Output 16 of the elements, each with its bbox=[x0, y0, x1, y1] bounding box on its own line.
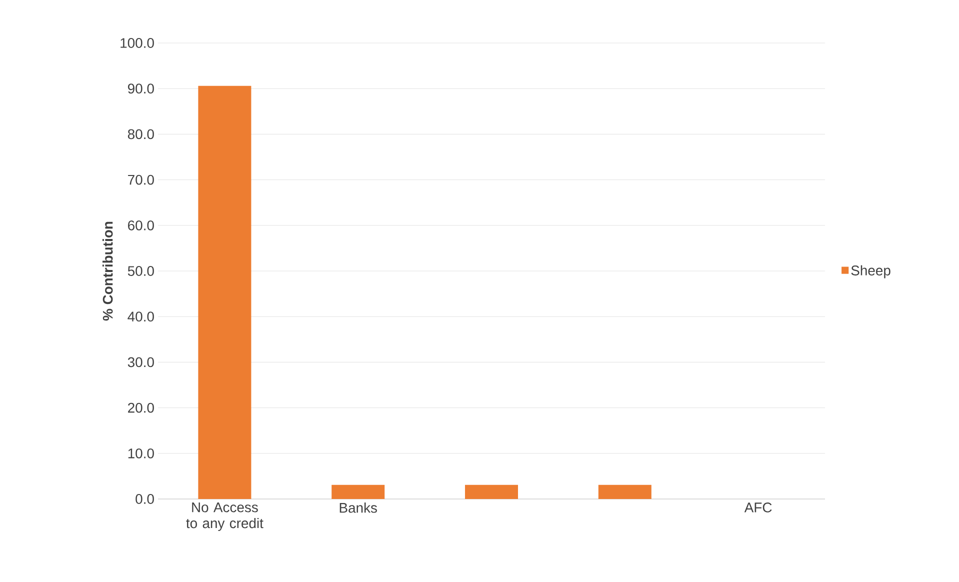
y-tick-label: 20.0 bbox=[128, 402, 154, 413]
y-tick-label: 100.0 bbox=[120, 38, 154, 48]
y-tick-label: 50.0 bbox=[128, 266, 154, 276]
x-tick-label: AFC bbox=[744, 502, 772, 512]
y-tick-label: 60.0 bbox=[128, 220, 154, 230]
y-tick-label: 30.0 bbox=[128, 357, 154, 368]
y-tick-label: 0.0 bbox=[136, 494, 154, 504]
y-tick-label: 90.0 bbox=[128, 84, 154, 94]
legend-label: Sheep bbox=[851, 265, 890, 278]
y-axis-title: % Contribution bbox=[102, 222, 113, 321]
x-tick-label: No Access to any credit bbox=[186, 502, 264, 531]
x-tick-label: Banks bbox=[340, 502, 377, 513]
y-tick-label: 70.0 bbox=[128, 174, 154, 185]
y-tick-label: 40.0 bbox=[128, 312, 154, 322]
y-tick-label: 10.0 bbox=[128, 448, 154, 458]
y-tick-label: 80.0 bbox=[128, 129, 154, 140]
